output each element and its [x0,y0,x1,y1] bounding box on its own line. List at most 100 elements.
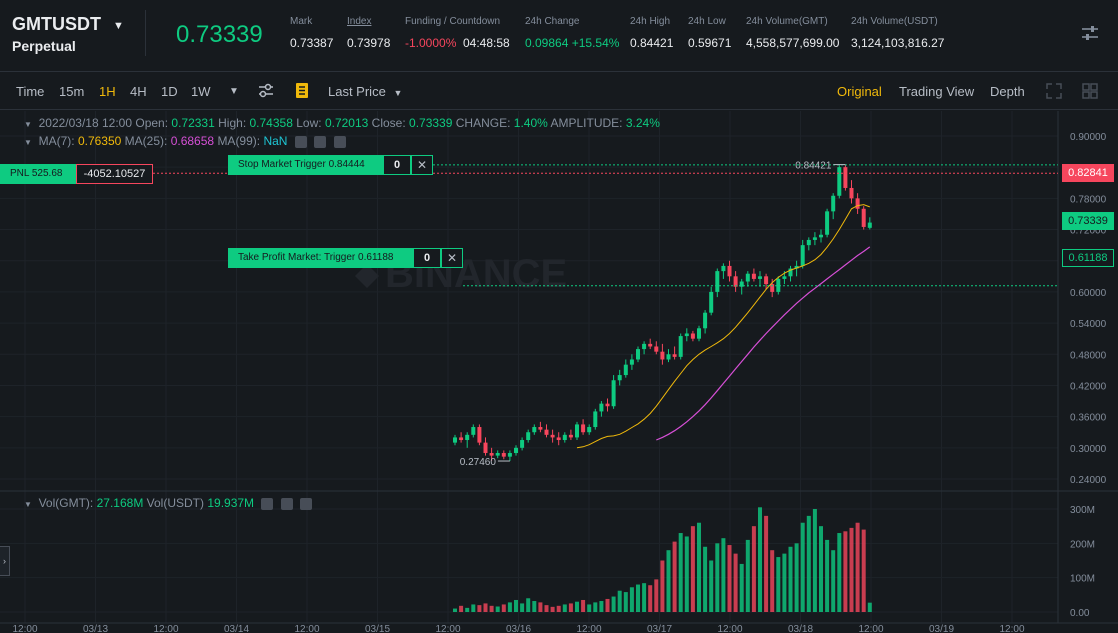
order-book-icon[interactable] [295,82,309,99]
close-label: Close: [371,116,406,130]
symbol-name[interactable]: GMTUSDT [12,14,101,34]
candle-body [544,429,549,435]
candle-body [617,375,622,381]
candle-body [538,427,543,430]
volume-bar [581,599,586,612]
vol-usdt-value: 19.937M [207,496,255,510]
volume-bar [507,602,512,612]
ma25-line [656,246,871,441]
volume-bar [611,596,616,612]
candle-body [782,276,787,279]
symbol-dropdown-icon[interactable]: ▼ [113,20,124,32]
expand-panel-handle[interactable]: › [0,546,10,576]
volume-bar [660,560,665,612]
volume-bar [471,604,476,612]
sliders-icon[interactable] [1080,24,1100,42]
volume-bar [550,606,555,612]
volume-gmt-value: 4,558,577,699.00 [746,36,840,50]
price-type-label: Last Price [328,84,386,99]
candle-body [465,434,470,441]
price-type-select[interactable]: Last Price ▼ [328,84,402,99]
candle-body [831,195,836,212]
volume-bar [758,507,762,612]
interval-1h[interactable]: 1H [99,84,116,99]
candle-body [849,187,854,199]
volume-bar [800,522,805,612]
candle-body [532,427,537,433]
funding-label: Funding / Countdown [405,16,501,27]
candle-body [678,336,683,357]
interval-4h[interactable]: 4H [130,84,147,99]
close-icon[interactable] [300,497,313,510]
candle-body [514,447,518,454]
cancel-tp-button[interactable]: ✕ [441,248,463,268]
volume-bar [678,533,683,612]
collapse-icon[interactable]: ▼ [24,138,32,147]
gear-icon[interactable] [280,497,293,510]
candle-body [739,281,744,287]
price-chart[interactable]: BINANCE0.900000.840000.780000.720000.660… [0,111,1118,633]
fullscreen-icon[interactable] [1046,83,1062,99]
time-tick-label: 03/13 [83,624,108,633]
candle-body [721,265,726,272]
mark-label: Mark [290,16,313,27]
close-icon[interactable] [333,135,346,148]
current-price-tag: 0.73339 [1062,212,1114,230]
candle-body [751,273,756,279]
volume-bar [733,553,738,612]
time-tick-label: 03/14 [224,624,249,633]
collapse-icon[interactable]: ▼ [24,500,32,509]
volume-usdt-value: 3,124,103,816.27 [851,36,945,50]
candle-body [660,351,665,360]
price-tick-label: 0.36000 [1070,413,1107,424]
candle-body [526,432,531,441]
view-depth[interactable]: Depth [990,84,1025,99]
candle-body [562,434,567,441]
candle-body [697,328,701,339]
volume-tick-label: 200M [1070,539,1095,550]
interval-1d[interactable]: 1D [161,84,178,99]
cancel-stop-button[interactable]: ✕ [411,155,433,175]
amplitude-label: AMPLITUDE: [550,116,623,130]
ma7-value: 0.76350 [77,134,122,148]
tp-qty[interactable]: 0 [413,248,441,268]
eye-icon[interactable] [294,135,307,148]
high-value: 0.84421 [630,36,674,50]
more-intervals-dropdown-icon[interactable]: ▼ [229,86,239,97]
candle-body [843,167,848,188]
candle-body [483,442,488,454]
time-tick-label: 03/15 [365,624,390,633]
interval-time[interactable]: Time [16,84,45,99]
volume-bar [605,598,610,612]
candle-body [806,239,811,246]
candle-body [666,354,671,360]
time-tick-label: 12:00 [576,624,601,633]
gear-icon[interactable] [314,135,327,148]
candle-body [654,346,659,352]
interval-1w[interactable]: 1W [191,84,211,99]
indicator-settings-icon[interactable] [258,83,274,99]
view-original[interactable]: Original [837,84,882,99]
volume-bar [477,605,482,612]
interval-15m[interactable]: 15m [59,84,85,99]
ma-info: ▼ MA(7): 0.76350 MA(25): 0.68658 MA(99):… [24,134,346,148]
stop-market-trigger[interactable]: Stop Market Trigger 0.84444 [228,155,383,175]
ma99-label: MA(99): [217,134,261,148]
take-profit-trigger[interactable]: Take Profit Market: Trigger 0.61188 [228,248,413,268]
volume-bar [501,604,506,612]
volume-bar [739,563,744,612]
candle-body [556,437,561,441]
view-trading-view[interactable]: Trading View [899,84,975,99]
stop-qty[interactable]: 0 [383,155,411,175]
price-tick-label: 0.42000 [1070,381,1107,392]
candlestick-chart-svg[interactable]: BINANCE0.900000.840000.780000.720000.660… [0,111,1118,633]
ma25-label: MA(25): [124,134,168,148]
eye-icon[interactable] [261,497,274,510]
low-marker-label: 0.27460 [460,457,497,468]
layout-grid-icon[interactable] [1082,83,1098,99]
index-label[interactable]: Index [347,16,372,27]
pnl-value: -4052.10527 [76,164,153,184]
collapse-icon[interactable]: ▼ [24,120,32,129]
chevron-down-icon: ▼ [393,88,403,98]
candle-body [861,208,866,227]
